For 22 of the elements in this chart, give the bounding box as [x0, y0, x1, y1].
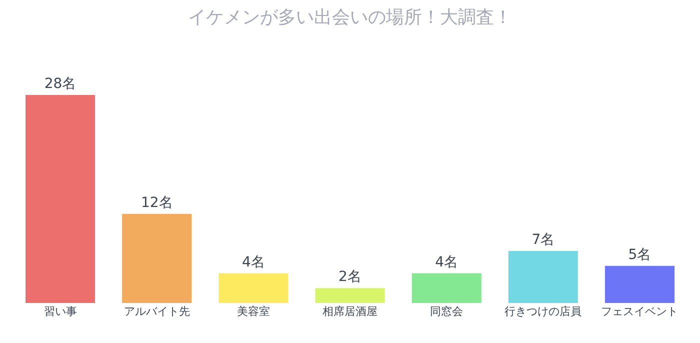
data-label: 7名	[532, 232, 555, 248]
bar	[412, 273, 482, 303]
data-label: 12名	[140, 194, 173, 211]
data-label: 5名	[628, 246, 652, 263]
bar	[508, 251, 578, 303]
data-label: 4名	[435, 254, 458, 270]
bar	[604, 266, 674, 303]
bar	[122, 214, 192, 303]
x-tick-label: 相席居酒屋	[322, 305, 378, 318]
data-label: 4名	[242, 254, 265, 270]
x-tick-label: 美容室	[236, 305, 270, 318]
x-tick-label: 習い事	[44, 305, 77, 318]
data-label: 28名	[44, 76, 76, 92]
x-tick-label: 同窓会	[430, 305, 464, 318]
x-tick-label: フェスイベント	[601, 305, 678, 318]
chart-title: イケメンが多い出会いの場所！大調査！	[188, 6, 512, 28]
bar	[315, 288, 385, 303]
data-label: 2名	[338, 269, 362, 286]
x-tick-label: アルバイト先	[124, 305, 190, 318]
x-tick-label: 行きつけの店員	[504, 305, 582, 318]
bar	[26, 95, 96, 303]
bar	[218, 273, 288, 303]
